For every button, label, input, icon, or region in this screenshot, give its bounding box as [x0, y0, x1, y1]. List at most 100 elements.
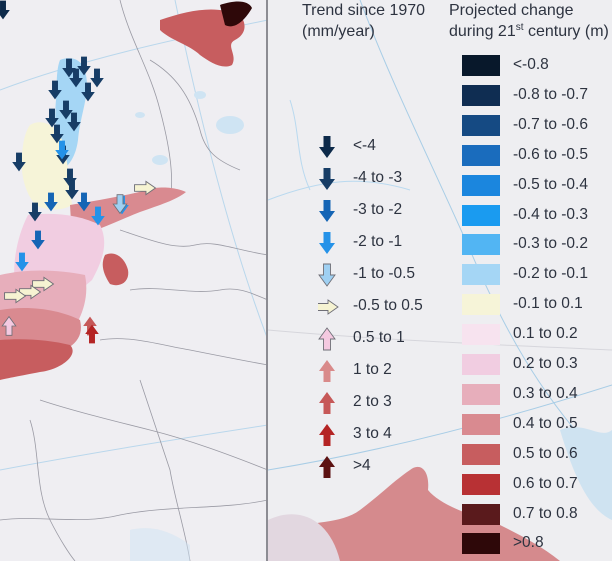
trend-arrow-icon [319, 424, 335, 446]
projected-legend-label: 0.6 to 0.7 [513, 474, 578, 492]
projected-legend-label: -0.2 to -0.1 [513, 265, 588, 283]
projected-legend-item: 0.2 to 0.3 [462, 354, 612, 376]
map-station-arrow-icon [85, 324, 99, 344]
projected-color-swatch [462, 354, 500, 375]
projected-legend-item: 0.6 to 0.7 [462, 473, 612, 496]
map-station-arrow-icon [28, 202, 42, 222]
trend-legend-label: 0.5 to 1 [353, 329, 405, 346]
projected-legend-label: -0.5 to -0.4 [513, 175, 588, 193]
map-station-arrow-icon [44, 192, 58, 212]
projected-color-swatch [462, 55, 500, 76]
trend-legend-label: <-4 [353, 137, 376, 154]
map-station-arrow-icon [83, 316, 97, 336]
projected-subtitle-suffix: century (m) [523, 23, 609, 40]
projected-color-swatch [462, 503, 500, 525]
projected-color-swatch [462, 204, 500, 226]
projected-legend-item: -0.5 to -0.4 [462, 174, 612, 197]
map-station-arrow-icon [77, 56, 91, 76]
projected-legend-label: >0.8 [513, 534, 544, 552]
projected-legend-item: -0.6 to -0.5 [462, 144, 612, 167]
trend-arrow-icon [318, 263, 336, 287]
projected-color-swatch [462, 413, 500, 435]
projected-legend-item: <-0.8 [462, 55, 612, 77]
projected-legend-title: Projected change [449, 2, 574, 19]
projected-legend-label: 0.2 to 0.3 [513, 355, 578, 372]
projected-color-swatch [462, 114, 500, 136]
map-station-arrow-icon [65, 180, 79, 200]
trend-legend-item: 0.5 to 1 [318, 327, 438, 351]
projected-color-swatch [462, 174, 500, 196]
trend-legend-item: -4 to -3 [318, 167, 438, 191]
projected-legend-label: -0.4 to -0.3 [513, 205, 588, 223]
projected-legend-item: -0.2 to -0.1 [462, 264, 612, 286]
trend-legend-label: -2 to -1 [353, 233, 403, 250]
trend-arrow-icon [318, 327, 336, 351]
trend-legend-label: -4 to -3 [353, 169, 403, 186]
map-station-arrow-icon [67, 112, 81, 132]
projected-legend-item: >0.8 [462, 533, 612, 555]
trend-legend-label: 1 to 2 [353, 361, 392, 378]
projected-color-swatch [462, 473, 500, 495]
map-station-arrow-icon [90, 68, 104, 88]
trend-legend-title: Trend since 1970 [302, 2, 426, 19]
projected-legend-label: -0.3 to -0.2 [513, 235, 588, 253]
projected-legend-label: 0.4 to 0.5 [513, 414, 578, 432]
trend-legend-label: -0.5 to 0.5 [353, 297, 423, 314]
projected-legend-label: <-0.8 [513, 56, 549, 73]
projected-legend-label: 0.1 to 0.2 [513, 325, 578, 343]
map-canvas [0, 0, 268, 561]
projected-legend-label: 0.3 to 0.4 [513, 384, 578, 402]
trend-arrow-icon [319, 136, 335, 158]
trend-legend-item: 2 to 3 [318, 391, 438, 415]
projected-color-swatch [462, 383, 500, 405]
projected-legend-item: 0.4 to 0.5 [462, 413, 612, 436]
trend-legend-item: -3 to -2 [318, 199, 438, 223]
projected-color-swatch [462, 443, 500, 465]
projected-legend-item: 0.7 to 0.8 [462, 503, 612, 526]
trend-legend-item: 3 to 4 [318, 423, 438, 447]
projected-legend-item: -0.7 to -0.6 [462, 114, 612, 137]
map-station-arrow-icon [134, 180, 157, 196]
panel-divider [266, 0, 268, 561]
trend-legend-label: >4 [353, 457, 371, 474]
map-station-arrow-icon [1, 315, 17, 336]
trend-legend-label: -3 to -2 [353, 201, 403, 218]
projected-subtitle-superscript: st [515, 22, 524, 33]
trend-legend-unit: (mm/year) [302, 23, 375, 40]
projected-color-swatch [462, 84, 500, 106]
projected-legend-item: 0.3 to 0.4 [462, 383, 612, 406]
projected-legend-label: 0.7 to 0.8 [513, 504, 578, 522]
map-station-arrow-icon [91, 206, 105, 226]
map-station-arrow-icon [63, 168, 77, 188]
projected-legend-item: -0.4 to -0.3 [462, 204, 612, 227]
projected-color-swatch [462, 294, 500, 316]
trend-arrow-icon [319, 456, 335, 478]
projected-legend-label: -0.1 to 0.1 [513, 295, 583, 313]
projected-color-swatch [462, 533, 500, 555]
trend-legend-item: -2 to -1 [318, 231, 438, 255]
map-station-arrow-icon [12, 152, 26, 172]
map-station-arrow-icon [4, 288, 27, 304]
map-station-arrow-icon [112, 194, 128, 215]
trend-legend-item: 1 to 2 [318, 359, 438, 383]
projected-color-swatch [462, 324, 500, 346]
projected-legend-label: -0.6 to -0.5 [513, 145, 588, 163]
map-station-arrow-icon [0, 0, 10, 20]
projected-legend-item: -0.1 to 0.1 [462, 294, 612, 316]
projected-legend-item: 0.5 to 0.6 [462, 443, 612, 466]
trend-legend-label: -1 to -0.5 [353, 265, 416, 282]
projected-legend-item: -0.8 to -0.7 [462, 84, 612, 107]
projected-legend-item: 0.1 to 0.2 [462, 324, 612, 346]
trend-arrow-icon [319, 232, 335, 254]
trend-legend-item: -0.5 to 0.5 [318, 295, 438, 319]
projected-color-swatch [462, 234, 500, 256]
projected-legend-item: -0.3 to -0.2 [462, 234, 612, 256]
map-station-arrow-icon [77, 192, 91, 212]
trend-legend-label: 3 to 4 [353, 425, 392, 442]
projected-legend-label: 0.5 to 0.6 [513, 444, 578, 462]
map-station-arrow-icon [15, 252, 29, 272]
projected-legend-label: -0.8 to -0.7 [513, 85, 588, 103]
map-station-arrow-icon [31, 230, 45, 250]
trend-legend-label: 2 to 3 [353, 393, 392, 410]
trend-arrow-icon [318, 299, 339, 315]
